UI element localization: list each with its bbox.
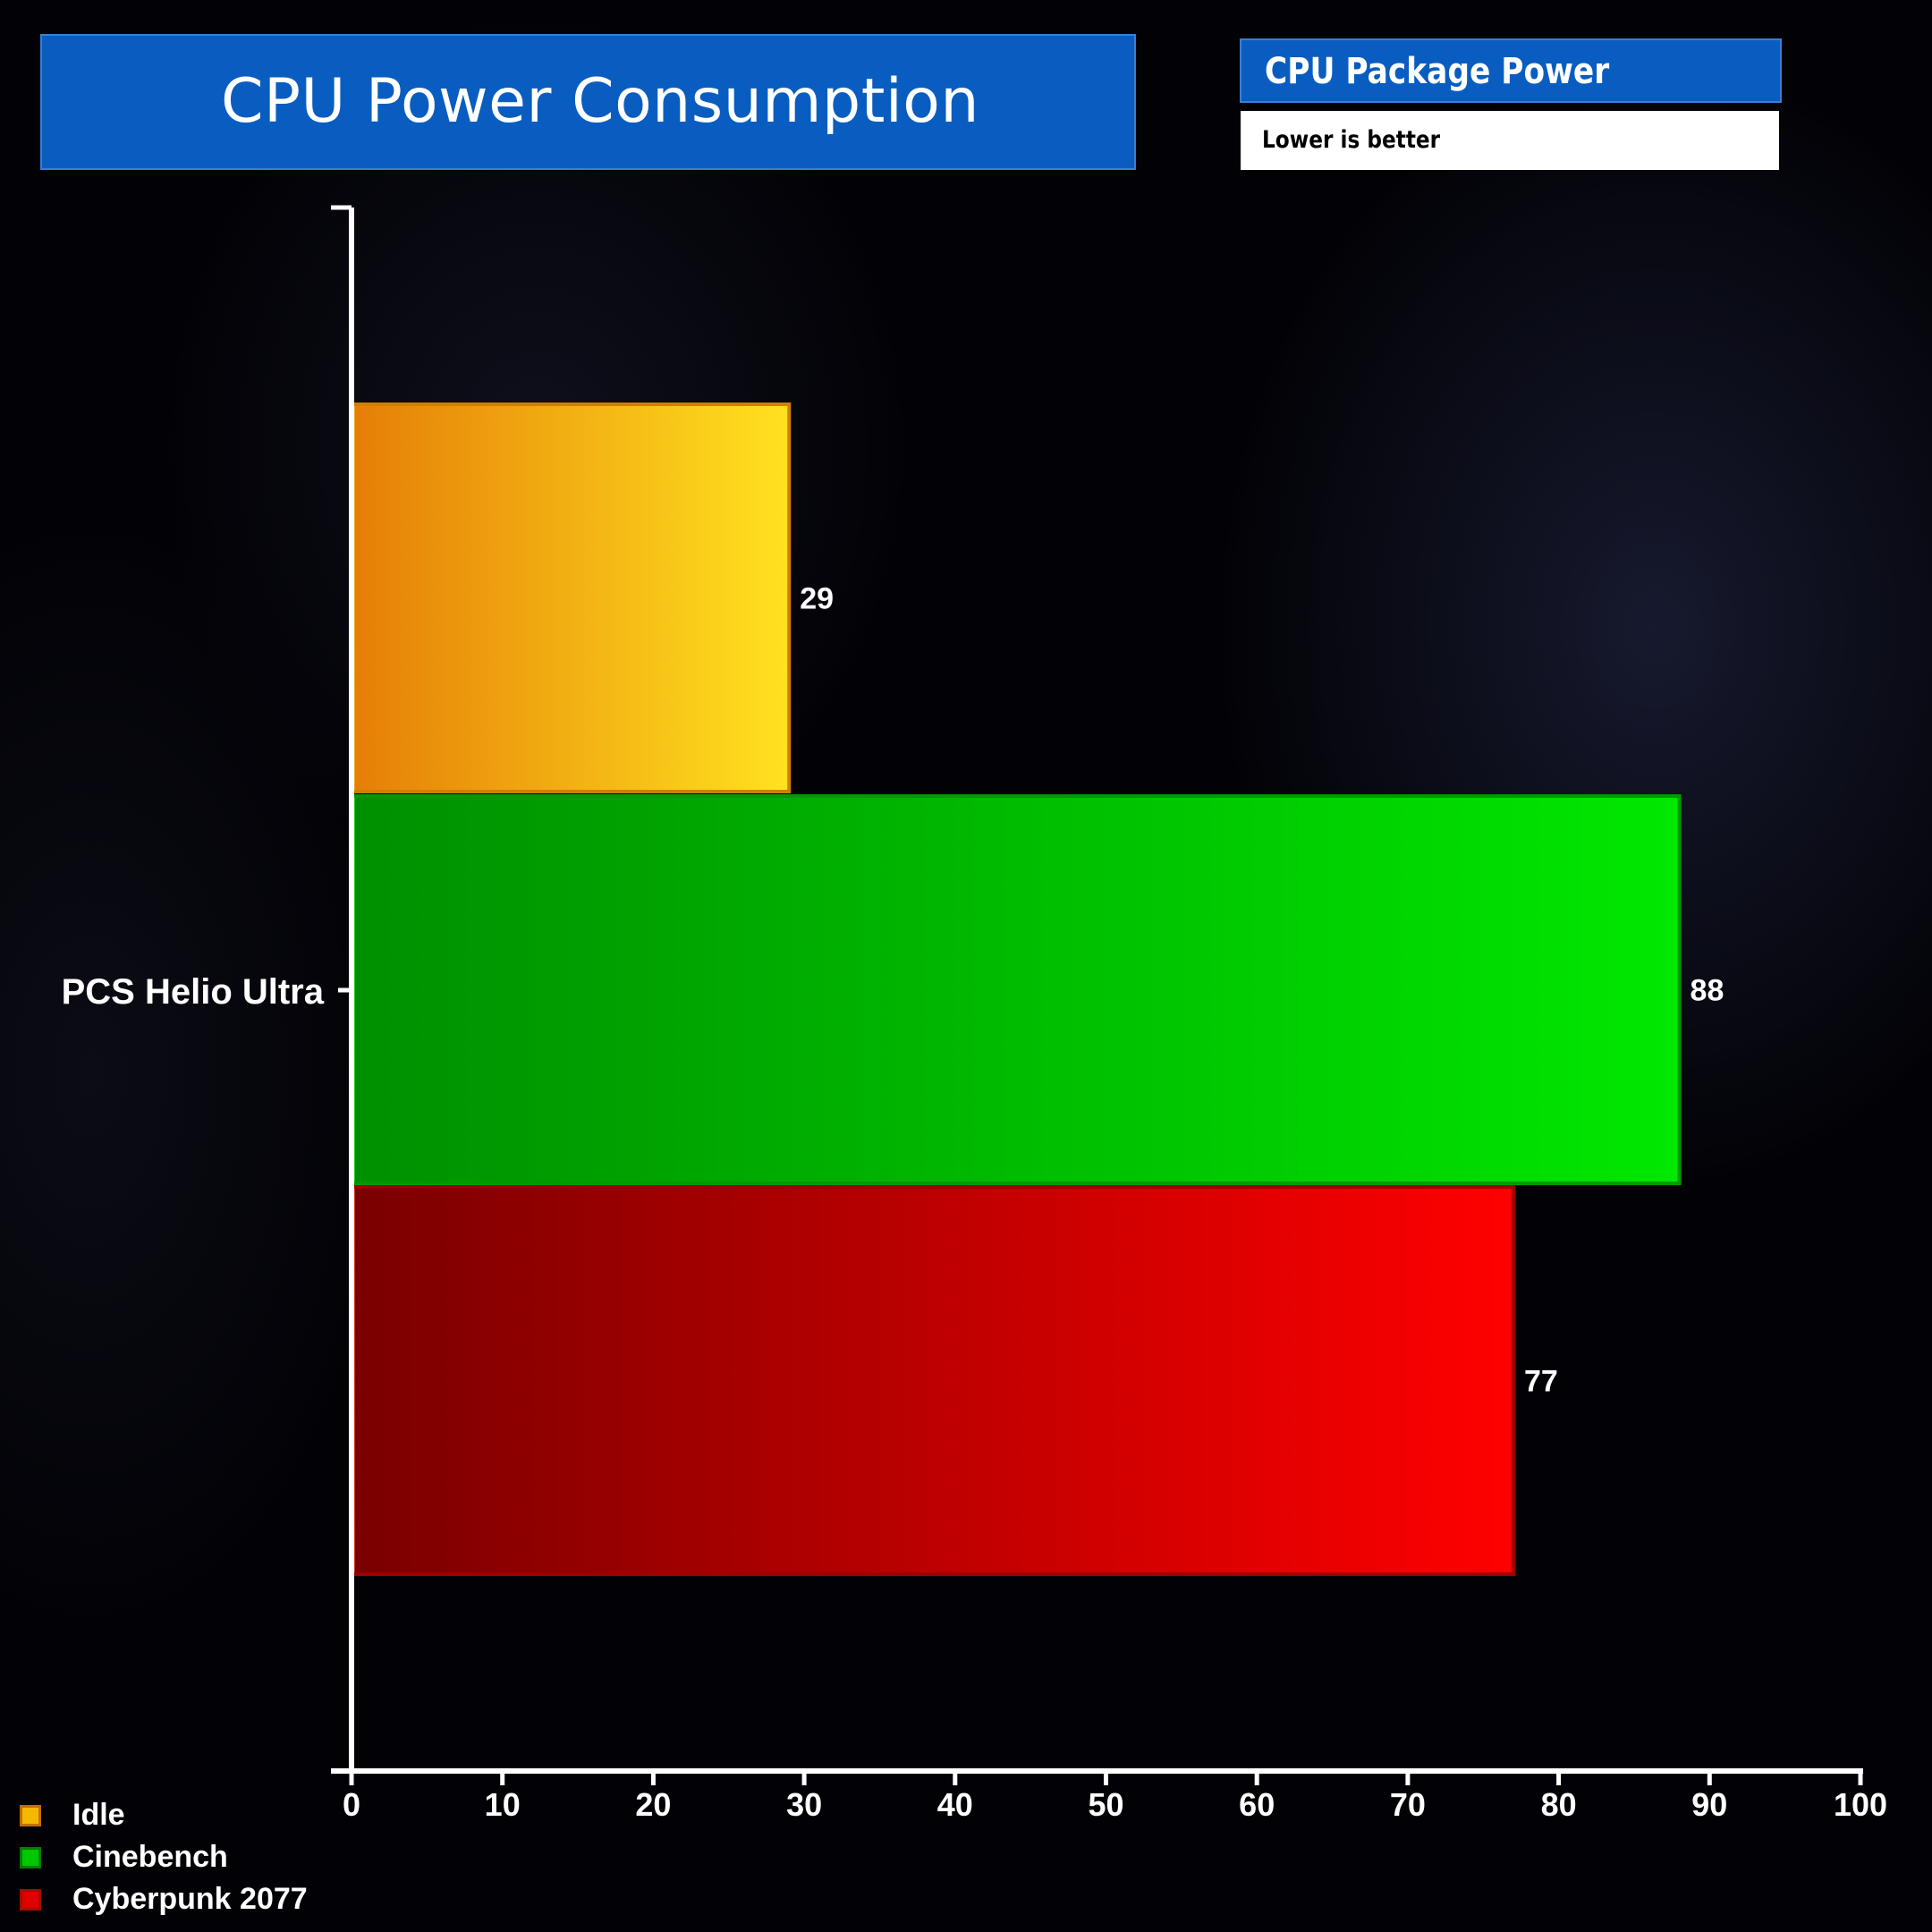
- legend-label: Idle: [72, 1798, 125, 1832]
- x-tick-label: 30: [786, 1786, 822, 1823]
- x-tick-label: 40: [937, 1786, 973, 1823]
- x-tick-label: 90: [1691, 1786, 1727, 1823]
- note-banner: Lower is better: [1241, 111, 1779, 170]
- bar-cyberpunk-2077: [352, 1185, 1515, 1576]
- x-tick-label: 20: [635, 1786, 671, 1823]
- bar-idle: [352, 402, 792, 793]
- legend-swatch: [20, 1889, 41, 1911]
- legend-label: Cyberpunk 2077: [72, 1882, 308, 1916]
- x-tick-label: 50: [1088, 1786, 1123, 1823]
- x-tick-label: 100: [1834, 1786, 1887, 1823]
- legend-swatch: [20, 1847, 41, 1868]
- x-tick-label: 10: [485, 1786, 521, 1823]
- x-tick-label: 70: [1390, 1786, 1426, 1823]
- x-tick-label: 60: [1239, 1786, 1275, 1823]
- subtitle-banner: CPU Package Power: [1240, 38, 1782, 103]
- data-label: 77: [1524, 1365, 1558, 1399]
- data-label: 88: [1690, 974, 1724, 1008]
- chart-note: Lower is better: [1262, 126, 1441, 154]
- bar-cinebench: [352, 794, 1682, 1185]
- legend-swatch: [20, 1805, 41, 1826]
- category-label: PCS Helio Ultra: [62, 972, 325, 1012]
- chart-title: CPU Power Consumption: [221, 66, 979, 137]
- x-tick-label: 0: [343, 1786, 360, 1823]
- title-banner: CPU Power Consumption: [40, 34, 1136, 170]
- legend-label: Cinebench: [72, 1840, 228, 1874]
- chart-subtitle: CPU Package Power: [1265, 51, 1610, 92]
- data-label: 29: [800, 582, 834, 616]
- x-tick-label: 80: [1541, 1786, 1577, 1823]
